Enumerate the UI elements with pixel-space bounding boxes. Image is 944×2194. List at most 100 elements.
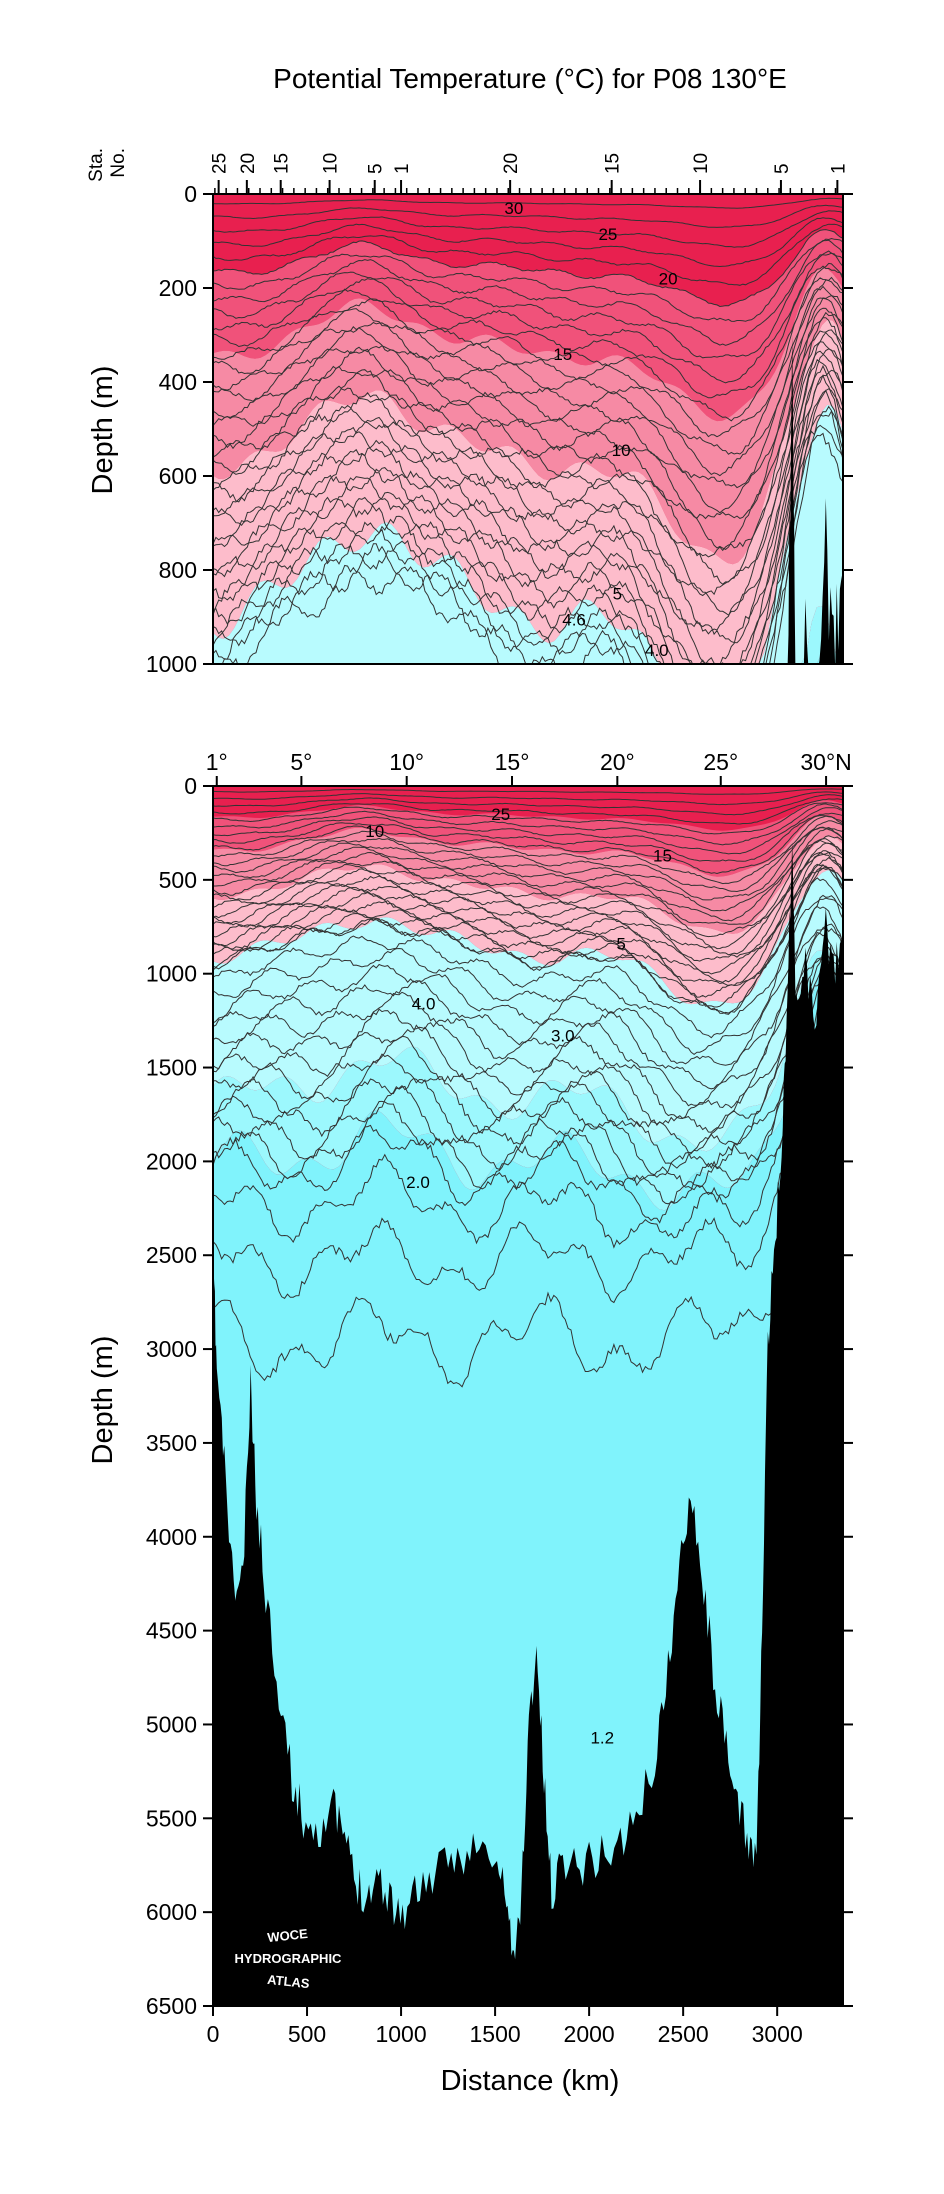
upper-isotherm-21 <box>213 341 843 597</box>
lower-isotherm-17 <box>213 842 843 956</box>
lower-band-3 <box>213 836 843 1005</box>
upper-isotherm-label-0: 30 <box>504 199 523 218</box>
upper-isotherm-label-6: 4.6 <box>562 610 586 629</box>
upper-isotherm-5 <box>213 229 843 308</box>
distance-tick-label-0: 0 <box>207 2021 220 2047</box>
upper-isotherm-16 <box>213 297 843 514</box>
lower-isotherm-36 <box>213 980 843 1191</box>
lower-depth-tick-label-9: 4500 <box>146 1618 197 1644</box>
lower-depth-tick-label-4: 2000 <box>146 1148 197 1174</box>
upper-isotherm-20 <box>213 317 843 585</box>
lower-isotherm-35 <box>213 955 843 1178</box>
upper-isotherm-29 <box>213 374 843 664</box>
lower-seafloor <box>213 842 843 2006</box>
lower-isotherm-9 <box>213 815 843 885</box>
upper-isotherm-23 <box>213 350 843 635</box>
upper-depth-tick-label-4: 800 <box>159 557 197 583</box>
latitude-axis: 1° 5° 10° 15° 20° 25° 30°N <box>206 749 852 786</box>
latitude-tick-label-3: 15° <box>495 749 530 775</box>
distance-axis: 0 500 1000 1500 2000 2500 3000 <box>207 2006 803 2047</box>
upper-isotherm-11 <box>213 262 843 422</box>
upper-depth-tick-label-0: 0 <box>184 181 197 207</box>
lower-isotherm-13 <box>213 828 843 922</box>
lower-depth-tick-label-1: 500 <box>159 867 197 893</box>
upper-band-3 <box>213 319 843 664</box>
lower-depth-tick-label-6: 3000 <box>146 1336 197 1362</box>
upper-depth-tick-label-3: 600 <box>159 463 197 489</box>
distance-tick-label-2: 1000 <box>375 2021 426 2047</box>
upper-isotherm-labels: 30 25 20 15 10 5 4.6 4.0 <box>504 199 677 660</box>
upper-isotherm-0 <box>213 197 843 209</box>
lower-depth-tick-label-10: 5000 <box>146 1711 197 1737</box>
lower-depth-tick-label-12: 6000 <box>146 1899 197 1925</box>
upper-depth-tick-label-2: 400 <box>159 369 197 395</box>
station-axis: 25 20 15 10 5 1 20 15 10 5 1 <box>210 153 849 194</box>
lower-isotherm-6 <box>213 807 843 855</box>
upper-isotherm-32 <box>213 424 843 664</box>
lower-depth-tick-label-5: 2500 <box>146 1242 197 1268</box>
distance-tick-label-3: 1500 <box>470 2021 521 2047</box>
logo-line-3: ATLAS <box>267 1972 311 1991</box>
upper-band-0 <box>213 202 843 306</box>
upper-isotherm-7 <box>213 239 843 346</box>
lower-y-axis-label: Depth (m) <box>87 1336 119 1465</box>
lower-isotherm-32 <box>213 931 843 1133</box>
logo-line-2: HYDROGRAPHIC <box>235 1951 343 1966</box>
station-tick-label-5: 1 <box>392 163 413 174</box>
station-axis-label-no: No. <box>108 148 129 178</box>
chart-title: Potential Temperature (°C) for P08 130°E <box>273 63 787 94</box>
upper-isotherm-34 <box>213 432 843 664</box>
lower-isotherm-label-3: 5 <box>616 935 625 954</box>
lower-depth-axis: 0 500 1000 1500 2000 2500 3000 3500 4000 4500 5000… <box>146 773 853 2019</box>
lower-depth-tick-label-8: 4000 <box>146 1524 197 1550</box>
lower-isotherm-23 <box>213 863 843 1008</box>
station-tick-label-2: 15 <box>272 153 293 174</box>
lower-bathymetry <box>213 842 843 2006</box>
lower-isotherm-label-7: 1.2 <box>590 1729 614 1748</box>
lower-isotherm-40 <box>213 993 843 1304</box>
upper-band-2 <box>213 267 843 565</box>
upper-depth-axis: 0 200 400 600 800 1000 <box>146 181 853 677</box>
lower-panel: 25 10 15 5 4.0 3.0 2.0 1.2 0 500 1000 1500 2000 2500… <box>87 749 853 2097</box>
distance-tick-label-4: 2000 <box>564 2021 615 2047</box>
station-tick-label-9: 5 <box>772 163 793 174</box>
upper-isotherm-4 <box>213 223 843 286</box>
lower-isotherm-15 <box>213 839 843 938</box>
lower-isotherm-label-4: 4.0 <box>412 995 436 1014</box>
upper-depth-tick-label-5: 1000 <box>146 651 197 677</box>
latitude-tick-label-2: 10° <box>389 749 424 775</box>
lower-isotherm-label-6: 2.0 <box>406 1173 430 1192</box>
lower-isotherm-20 <box>213 850 843 983</box>
lower-isotherm-37 <box>213 967 843 1205</box>
lower-isotherm-21 <box>213 856 843 987</box>
lower-isotherm-labels: 25 10 15 5 4.0 3.0 2.0 1.2 <box>365 805 672 1747</box>
lower-depth-tick-label-13: 6500 <box>146 1993 197 2019</box>
lower-isotherm-2 <box>213 794 843 816</box>
lower-isotherm-38 <box>213 972 843 1224</box>
station-tick-label-6: 20 <box>501 153 522 174</box>
lower-isotherm-14 <box>213 835 843 925</box>
upper-isotherm-18 <box>213 307 843 550</box>
upper-isotherm-31 <box>213 389 843 664</box>
lower-isotherm-41 <box>213 1021 843 1388</box>
upper-y-axis-label: Depth (m) <box>87 366 119 495</box>
latitude-tick-label-6: 30°N <box>800 749 851 775</box>
upper-isotherm-33 <box>221 405 843 664</box>
lower-isotherm-3 <box>213 798 843 825</box>
lower-isotherm-25 <box>213 865 843 1015</box>
station-tick-label-4: 5 <box>366 163 387 174</box>
upper-isotherm-13 <box>213 276 843 455</box>
upper-seafloor <box>787 334 843 664</box>
lower-band-2 <box>213 815 843 934</box>
upper-isotherm-3 <box>213 217 843 268</box>
station-tick-label-8: 10 <box>691 153 712 174</box>
lower-depth-tick-label-2: 1000 <box>146 961 197 987</box>
station-tick-label-7: 15 <box>603 153 624 174</box>
latitude-tick-label-4: 20° <box>600 749 635 775</box>
upper-isotherm-28 <box>213 388 843 664</box>
lower-isotherm-5 <box>213 803 843 846</box>
upper-isotherm-label-5: 5 <box>613 585 622 604</box>
lower-isotherm-26 <box>213 877 843 1039</box>
